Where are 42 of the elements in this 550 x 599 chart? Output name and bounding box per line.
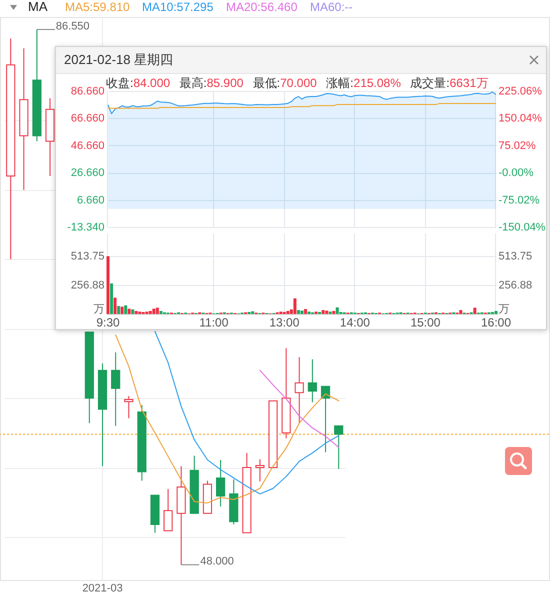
y-tick-label: -13.340	[67, 222, 104, 234]
x-tick-label: 16:00	[480, 316, 512, 330]
annotation: 48.000	[200, 556, 234, 568]
y-tick-label: 86.660	[70, 86, 104, 98]
y-tick-label: 46.660	[70, 140, 104, 152]
candlestick	[294, 356, 304, 424]
candlestick	[111, 352, 120, 426]
y2-tick-label: 256.88	[498, 280, 532, 292]
y2-tick-label: -150.04%	[498, 222, 546, 234]
y-tick-label: 66.660	[70, 112, 104, 125]
legend-label: MA60:--	[310, 0, 353, 14]
y2-tick-label: 150.04%	[498, 112, 542, 125]
candlestick	[124, 396, 134, 419]
y-tick-label: 6.660	[76, 194, 104, 206]
text: 收盘:84.000 最高:85.900 最低:70.000 涨幅:215.08% 成交量:6631万	[106, 76, 488, 90]
x-tick-label: 9:30	[96, 316, 120, 330]
candlestick	[255, 458, 265, 482]
candlestick	[308, 358, 317, 403]
x-tick-label: 2021-03	[82, 582, 123, 594]
candlestick	[334, 425, 344, 470]
y2-tick-label: 75.02%	[498, 140, 536, 152]
y2-tick-label: 225.06%	[498, 86, 542, 98]
legend-title: MA	[28, 0, 48, 14]
y2-tick-label: -0.00%	[498, 167, 534, 180]
x-tick-label: 14:00	[340, 316, 370, 330]
text: MA20:56.460	[226, 0, 298, 14]
y2-tick-label: -75.02%	[498, 194, 540, 206]
candlestick	[164, 488, 173, 532]
text: MA5:59.810	[65, 0, 130, 14]
chart-title: 2021-02-18 星期四	[64, 52, 174, 68]
annotation: 86.550	[56, 20, 90, 32]
candlestick	[216, 459, 226, 507]
y-tick-label: 256.88	[70, 280, 104, 292]
x-tick-label: 11:00	[199, 316, 229, 330]
y-tick-label: 513.75	[70, 250, 104, 263]
y-tick-label: 万	[94, 304, 104, 316]
y-tick-label: 26.660	[70, 167, 104, 180]
y2-tick-label: 万	[498, 304, 510, 316]
y2-tick-label: 513.75	[498, 250, 532, 263]
text: MA10:57.295	[142, 0, 214, 14]
x-tick-label: 15:00	[410, 316, 441, 330]
x-tick-label: 13:00	[269, 316, 300, 330]
